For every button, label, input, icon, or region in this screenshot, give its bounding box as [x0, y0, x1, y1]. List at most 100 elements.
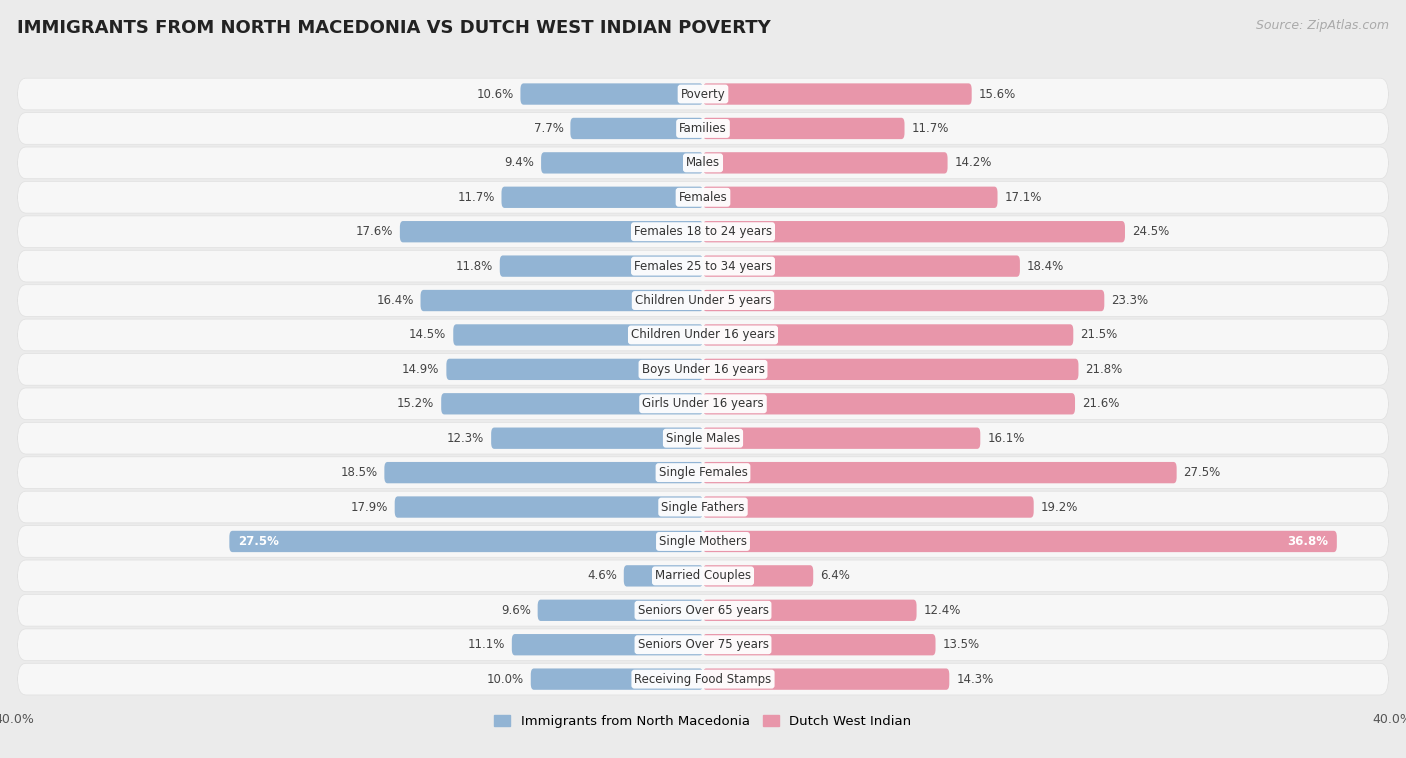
Text: Seniors Over 65 years: Seniors Over 65 years: [637, 604, 769, 617]
FancyBboxPatch shape: [384, 462, 703, 484]
FancyBboxPatch shape: [703, 359, 1078, 380]
FancyBboxPatch shape: [446, 359, 703, 380]
Text: Girls Under 16 years: Girls Under 16 years: [643, 397, 763, 410]
Text: Receiving Food Stamps: Receiving Food Stamps: [634, 672, 772, 686]
FancyBboxPatch shape: [703, 186, 997, 208]
FancyBboxPatch shape: [17, 663, 1389, 695]
FancyBboxPatch shape: [703, 83, 972, 105]
Text: 21.8%: 21.8%: [1085, 363, 1122, 376]
Text: 11.8%: 11.8%: [456, 260, 494, 273]
FancyBboxPatch shape: [703, 531, 1337, 552]
FancyBboxPatch shape: [531, 669, 703, 690]
Text: 24.5%: 24.5%: [1132, 225, 1170, 238]
Text: Females 25 to 34 years: Females 25 to 34 years: [634, 260, 772, 273]
Text: Single Fathers: Single Fathers: [661, 500, 745, 513]
FancyBboxPatch shape: [17, 78, 1389, 110]
FancyBboxPatch shape: [703, 669, 949, 690]
Text: 4.6%: 4.6%: [588, 569, 617, 582]
Text: Source: ZipAtlas.com: Source: ZipAtlas.com: [1256, 19, 1389, 32]
Text: 12.3%: 12.3%: [447, 432, 484, 445]
Text: Females: Females: [679, 191, 727, 204]
Text: 14.2%: 14.2%: [955, 156, 991, 169]
FancyBboxPatch shape: [17, 560, 1389, 592]
Text: Single Males: Single Males: [666, 432, 740, 445]
Text: Males: Males: [686, 156, 720, 169]
FancyBboxPatch shape: [17, 594, 1389, 626]
FancyBboxPatch shape: [703, 565, 813, 587]
Text: 17.6%: 17.6%: [356, 225, 392, 238]
FancyBboxPatch shape: [17, 422, 1389, 454]
FancyBboxPatch shape: [703, 393, 1076, 415]
Text: 21.6%: 21.6%: [1083, 397, 1119, 410]
Text: Boys Under 16 years: Boys Under 16 years: [641, 363, 765, 376]
Text: 23.3%: 23.3%: [1111, 294, 1149, 307]
FancyBboxPatch shape: [17, 629, 1389, 660]
FancyBboxPatch shape: [541, 152, 703, 174]
FancyBboxPatch shape: [703, 428, 980, 449]
Text: 17.9%: 17.9%: [350, 500, 388, 513]
FancyBboxPatch shape: [703, 290, 1104, 312]
Text: 16.1%: 16.1%: [987, 432, 1025, 445]
Text: 9.4%: 9.4%: [505, 156, 534, 169]
FancyBboxPatch shape: [17, 319, 1389, 351]
FancyBboxPatch shape: [520, 83, 703, 105]
Text: Females 18 to 24 years: Females 18 to 24 years: [634, 225, 772, 238]
FancyBboxPatch shape: [17, 525, 1389, 557]
Text: Poverty: Poverty: [681, 87, 725, 101]
Text: 19.2%: 19.2%: [1040, 500, 1078, 513]
Text: 15.6%: 15.6%: [979, 87, 1015, 101]
FancyBboxPatch shape: [703, 600, 917, 621]
FancyBboxPatch shape: [229, 531, 703, 552]
FancyBboxPatch shape: [624, 565, 703, 587]
Text: 14.5%: 14.5%: [409, 328, 446, 341]
Text: 12.4%: 12.4%: [924, 604, 960, 617]
FancyBboxPatch shape: [703, 462, 1177, 484]
FancyBboxPatch shape: [17, 147, 1389, 179]
FancyBboxPatch shape: [512, 634, 703, 656]
Text: 11.7%: 11.7%: [457, 191, 495, 204]
Text: Single Mothers: Single Mothers: [659, 535, 747, 548]
Text: Children Under 16 years: Children Under 16 years: [631, 328, 775, 341]
Text: 11.1%: 11.1%: [468, 638, 505, 651]
Text: 27.5%: 27.5%: [238, 535, 278, 548]
Text: Married Couples: Married Couples: [655, 569, 751, 582]
FancyBboxPatch shape: [17, 388, 1389, 420]
FancyBboxPatch shape: [703, 152, 948, 174]
FancyBboxPatch shape: [17, 181, 1389, 213]
FancyBboxPatch shape: [17, 285, 1389, 316]
FancyBboxPatch shape: [703, 634, 935, 656]
FancyBboxPatch shape: [703, 255, 1019, 277]
FancyBboxPatch shape: [703, 496, 1033, 518]
Text: 11.7%: 11.7%: [911, 122, 949, 135]
Text: 14.9%: 14.9%: [402, 363, 440, 376]
Text: 9.6%: 9.6%: [501, 604, 531, 617]
FancyBboxPatch shape: [703, 117, 904, 139]
Text: 6.4%: 6.4%: [820, 569, 851, 582]
FancyBboxPatch shape: [17, 353, 1389, 385]
Text: Children Under 5 years: Children Under 5 years: [634, 294, 772, 307]
FancyBboxPatch shape: [17, 491, 1389, 523]
Text: 7.7%: 7.7%: [534, 122, 564, 135]
FancyBboxPatch shape: [17, 457, 1389, 488]
FancyBboxPatch shape: [502, 186, 703, 208]
FancyBboxPatch shape: [499, 255, 703, 277]
FancyBboxPatch shape: [420, 290, 703, 312]
FancyBboxPatch shape: [17, 216, 1389, 248]
Text: 16.4%: 16.4%: [377, 294, 413, 307]
FancyBboxPatch shape: [537, 600, 703, 621]
FancyBboxPatch shape: [491, 428, 703, 449]
Legend: Immigrants from North Macedonia, Dutch West Indian: Immigrants from North Macedonia, Dutch W…: [489, 709, 917, 733]
Text: 13.5%: 13.5%: [942, 638, 980, 651]
Text: 36.8%: 36.8%: [1288, 535, 1329, 548]
Text: Seniors Over 75 years: Seniors Over 75 years: [637, 638, 769, 651]
Text: 18.5%: 18.5%: [340, 466, 377, 479]
Text: Single Females: Single Females: [658, 466, 748, 479]
FancyBboxPatch shape: [571, 117, 703, 139]
Text: 14.3%: 14.3%: [956, 672, 994, 686]
FancyBboxPatch shape: [453, 324, 703, 346]
FancyBboxPatch shape: [703, 221, 1125, 243]
Text: 18.4%: 18.4%: [1026, 260, 1064, 273]
Text: 27.5%: 27.5%: [1184, 466, 1220, 479]
Text: IMMIGRANTS FROM NORTH MACEDONIA VS DUTCH WEST INDIAN POVERTY: IMMIGRANTS FROM NORTH MACEDONIA VS DUTCH…: [17, 19, 770, 37]
FancyBboxPatch shape: [703, 324, 1073, 346]
